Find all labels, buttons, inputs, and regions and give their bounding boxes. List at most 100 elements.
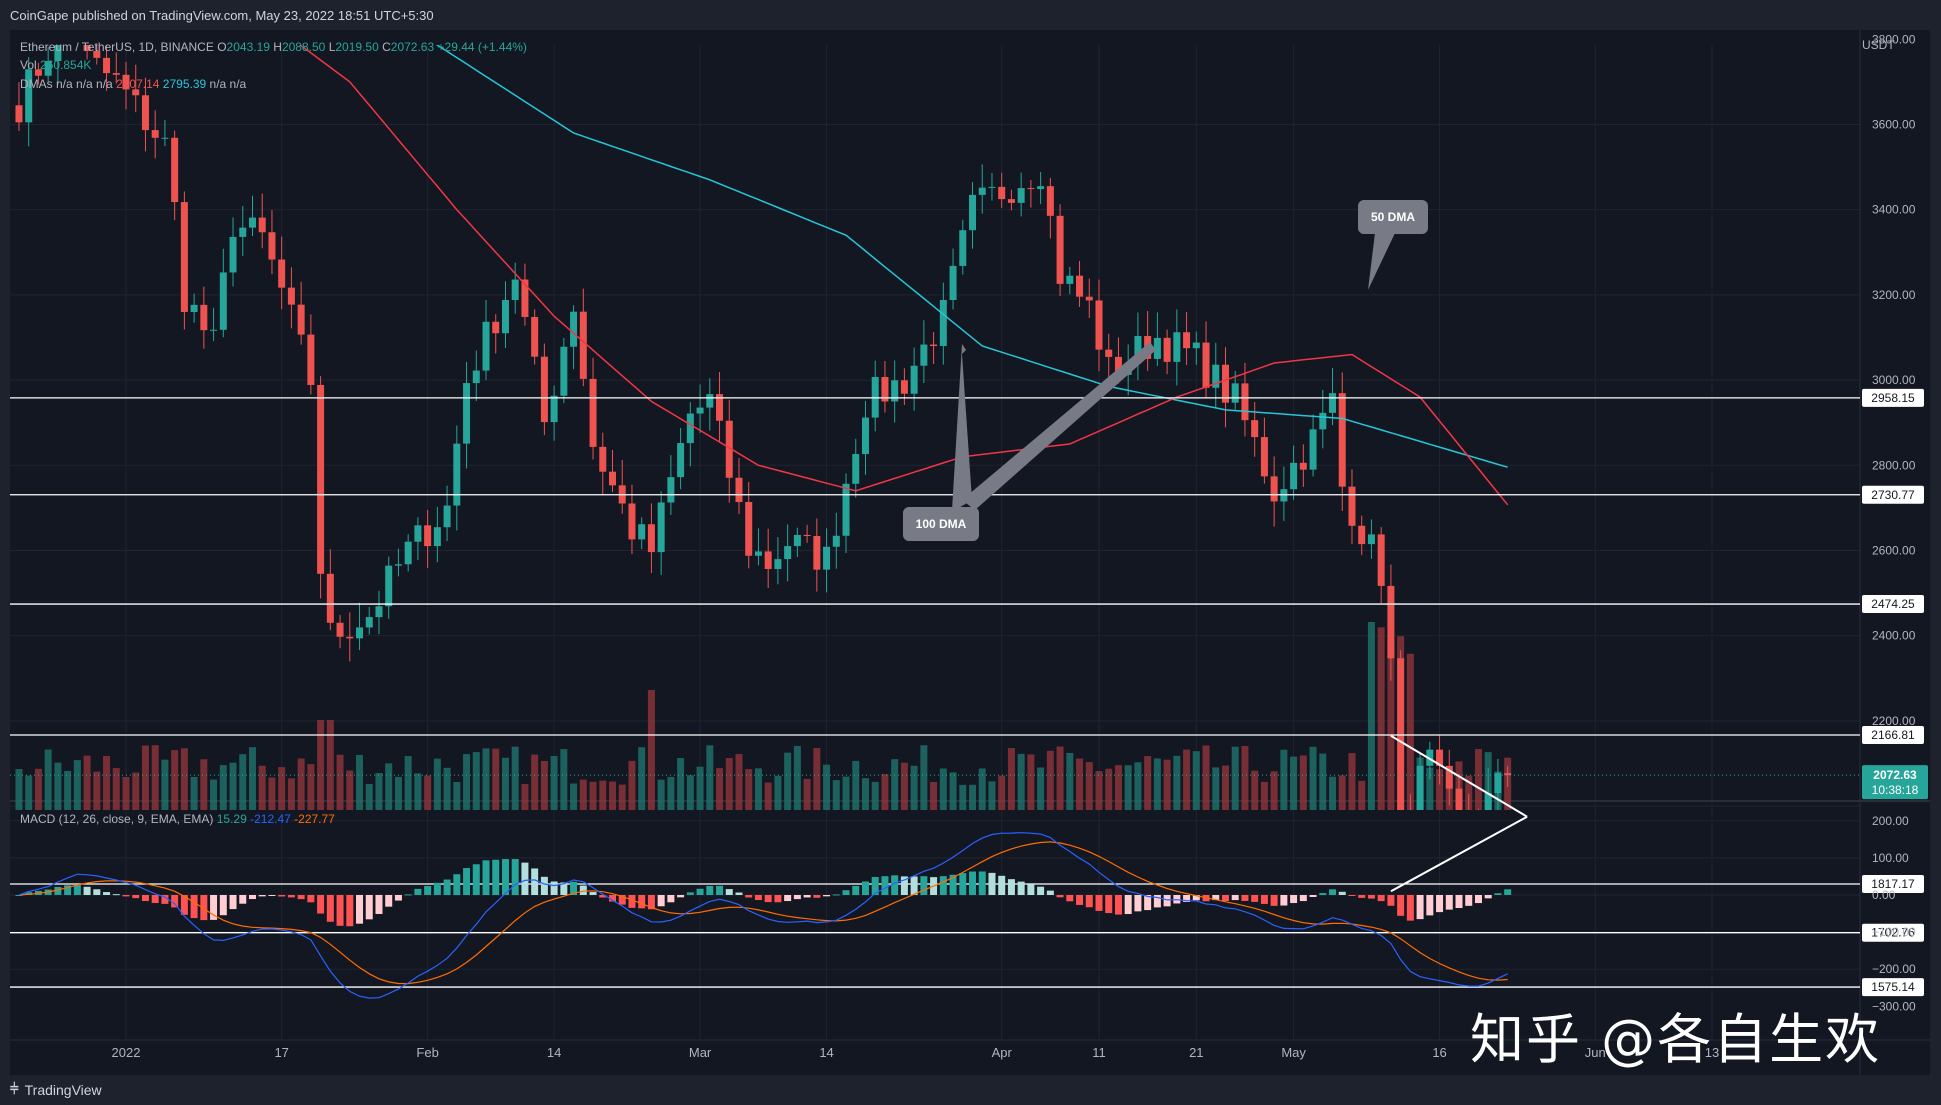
dma50-callout [1358, 200, 1428, 290]
macd-histogram-bar [1221, 895, 1229, 902]
price-tick-label: 2200.00 [1872, 714, 1916, 728]
candle [1017, 188, 1025, 203]
volume-bar [1027, 754, 1035, 810]
level-label: 1817.17 [1871, 877, 1915, 891]
candle [278, 259, 286, 288]
macd-histogram-bar [861, 881, 869, 895]
macd-histogram-bar [978, 871, 986, 895]
volume-bar [132, 772, 140, 810]
candle [1270, 476, 1278, 502]
macd-histogram-bar [151, 895, 159, 904]
volume-bar [239, 754, 247, 810]
candle [793, 534, 801, 547]
close-value: 2072.63 [390, 40, 435, 54]
candle [628, 503, 636, 540]
macd-histogram-bar [365, 895, 373, 920]
macd-histogram-bar [1319, 893, 1327, 895]
candle [346, 636, 354, 639]
candle [920, 344, 928, 366]
volume-bar [317, 720, 325, 810]
candle [832, 535, 840, 547]
macd-histogram-bar [1416, 895, 1424, 920]
candle [1260, 437, 1268, 477]
volume-bar [1377, 627, 1385, 810]
macd-histogram-bar [1017, 881, 1025, 895]
macd-histogram-bar [443, 879, 451, 895]
volume-bar [1358, 780, 1366, 810]
macd-histogram-bar [667, 895, 675, 903]
volume-bar [1387, 643, 1395, 810]
macd-histogram-bar [628, 895, 636, 908]
volume-bar [1270, 771, 1278, 810]
volume-value: 260.854K [40, 58, 92, 72]
open-value: 2043.19 [226, 40, 270, 54]
volume-bar [774, 775, 782, 810]
callout-pointer [952, 344, 972, 512]
candle [326, 573, 334, 623]
macd-histogram-bar [725, 889, 733, 895]
candle [443, 505, 451, 528]
symbol-label[interactable]: Ethereum / TetherUS, 1D, BINANCE [20, 40, 214, 54]
volume-bar [823, 764, 831, 810]
volume-bar [1319, 753, 1327, 810]
macd-histogram-bar [900, 876, 908, 895]
macd-histogram-bar [83, 886, 91, 895]
candle [433, 527, 441, 547]
grid-lines [10, 45, 1860, 1040]
candle [511, 279, 519, 301]
volume-bar [1085, 762, 1093, 810]
volume-bar [871, 781, 879, 810]
tradingview-brand[interactable]: ⫩ TradingView [10, 1081, 102, 1098]
macd-histogram-bar [433, 882, 441, 895]
volume-bar [706, 745, 714, 810]
volume-bar [910, 765, 918, 810]
volume-bar [920, 745, 928, 810]
volume-bar [657, 779, 665, 810]
candle [1290, 462, 1298, 490]
macd-histogram-bar [764, 895, 772, 903]
level-label: 2958.15 [1871, 391, 1915, 405]
macd-histogram-bar [336, 895, 344, 926]
macd-histogram-bar [1007, 879, 1015, 895]
macd-histogram-bar [132, 895, 140, 899]
candle [579, 311, 587, 379]
macd-histogram-bar [920, 876, 928, 895]
candles [15, 45, 1512, 810]
candle [1338, 393, 1346, 487]
volume-bar [1348, 753, 1356, 810]
volume-bar [414, 773, 422, 810]
volume-bar [171, 750, 179, 810]
candle [103, 57, 111, 74]
volume-bar [433, 758, 441, 810]
high-value: 2088.50 [281, 40, 326, 54]
candle [949, 265, 957, 300]
price-tick-label: 2400.00 [1872, 629, 1916, 643]
volume-bar [375, 773, 383, 810]
candle [1221, 364, 1229, 403]
macd-histogram-bar [1192, 895, 1200, 901]
candle [1076, 275, 1084, 297]
macd-histogram-bar [1290, 895, 1298, 904]
level-label-box [1862, 595, 1924, 614]
macd-histogram-bar [171, 895, 179, 908]
volume-bar [1017, 753, 1025, 810]
level-label-box [1862, 388, 1924, 407]
candle [1114, 356, 1122, 375]
candle [1416, 765, 1424, 810]
volume-bar [1465, 775, 1473, 810]
volume-bar [735, 754, 743, 810]
time-tick-label: Apr [992, 1045, 1013, 1060]
macd-histogram-bar [852, 885, 860, 895]
candle [83, 45, 91, 51]
candle [25, 69, 33, 123]
tradingview-label: TradingView [24, 1081, 102, 1098]
candle [463, 383, 471, 444]
macd-histogram-bar [949, 874, 957, 895]
macd-histogram-bar [754, 895, 762, 901]
macd-histogram-bar [297, 895, 305, 900]
volume-bar [667, 776, 675, 810]
candle [93, 50, 101, 58]
candle [813, 535, 821, 570]
macd-histogram-bar [1027, 884, 1035, 895]
